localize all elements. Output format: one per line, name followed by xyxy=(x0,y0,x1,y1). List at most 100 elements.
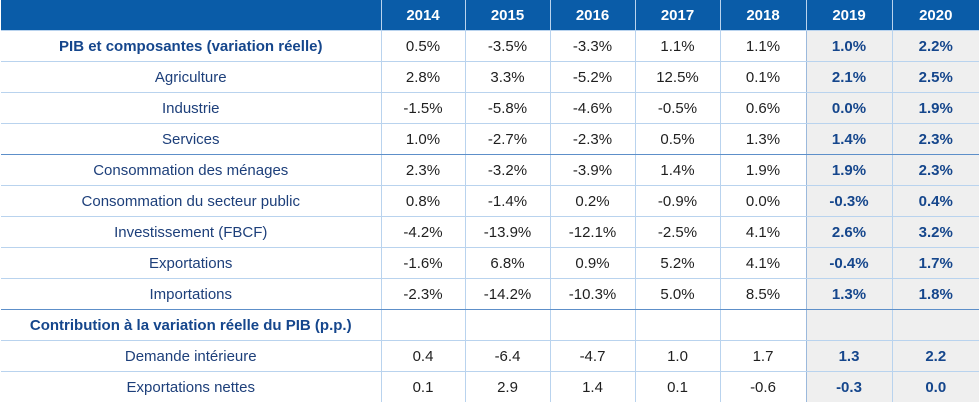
forecast-value-cell: 1.4% xyxy=(805,123,892,155)
value-cell: 0.1 xyxy=(380,371,465,402)
value-cell: -12.1% xyxy=(549,216,635,248)
value-cell: -1.6% xyxy=(380,247,465,279)
table-row: Consommation des ménages 2.3% -3.2% -3.9% 1.… xyxy=(1,154,979,186)
value-cell: 0.6% xyxy=(719,92,806,124)
forecast-value-cell: 2.3% xyxy=(891,154,979,186)
value-cell: -2.3% xyxy=(380,278,465,310)
table-row: Agriculture 2.8% 3.3% -5.2% 12.5% 0.1% 2.1% 2.5… xyxy=(1,61,979,93)
forecast-value-cell: 1.9% xyxy=(891,92,979,124)
value-cell: 3.3% xyxy=(464,61,550,93)
value-cell: -1.4% xyxy=(464,185,550,217)
value-cell: 0.9% xyxy=(549,247,635,279)
forecast-value-cell: 2.2% xyxy=(891,30,979,62)
forecast-value-cell: -0.3% xyxy=(805,185,892,217)
value-cell: 1.9% xyxy=(719,154,806,186)
value-cell: -0.5% xyxy=(634,92,720,124)
year-header: 2017 xyxy=(634,0,720,31)
value-cell xyxy=(464,309,550,341)
forecast-value-cell: 1.7% xyxy=(891,247,979,279)
value-cell: 0.0% xyxy=(719,185,806,217)
value-cell: 6.8% xyxy=(464,247,550,279)
table-row: Investissement (FBCF) -4.2% -13.9% -12.1% -2… xyxy=(1,216,979,248)
value-cell xyxy=(634,309,720,341)
value-cell: 2.8% xyxy=(380,61,465,93)
forecast-value-cell xyxy=(805,309,892,341)
value-cell: 0.5% xyxy=(634,123,720,155)
year-header: 2018 xyxy=(719,0,806,31)
table-row: Exportations -1.6% 6.8% 0.9% 5.2% 4.1% -0.4% 1.… xyxy=(1,247,979,279)
value-cell: 0.2% xyxy=(549,185,635,217)
section-label: Contribution à la variation réelle du PI… xyxy=(1,309,381,341)
year-header: 2020 xyxy=(891,0,979,31)
value-cell: -6.4 xyxy=(464,340,550,372)
forecast-value-cell: 1.9% xyxy=(805,154,892,186)
value-cell: 1.3% xyxy=(719,123,806,155)
value-cell: 0.5% xyxy=(380,30,465,62)
table-body: PIB et composantes (variation réelle) 0.5… xyxy=(1,30,979,402)
value-cell: 1.4 xyxy=(549,371,635,402)
table-row: Industrie -1.5% -5.8% -4.6% -0.5% 0.6% 0.0% 1.9… xyxy=(1,92,979,124)
value-cell: 1.0 xyxy=(634,340,720,372)
value-cell: -2.5% xyxy=(634,216,720,248)
value-cell: -14.2% xyxy=(464,278,550,310)
value-cell: 1.0% xyxy=(380,123,465,155)
year-header: 2019 xyxy=(805,0,892,31)
header-row: 2014 2015 2016 2017 2018 2019 2020 xyxy=(1,0,979,31)
value-cell xyxy=(380,309,465,341)
value-cell: 5.0% xyxy=(634,278,720,310)
forecast-value-cell: 1.0% xyxy=(805,30,892,62)
value-cell: 2.3% xyxy=(380,154,465,186)
value-cell: -13.9% xyxy=(464,216,550,248)
value-cell: -3.5% xyxy=(464,30,550,62)
value-cell: -4.2% xyxy=(380,216,465,248)
row-label: Agriculture xyxy=(1,61,381,93)
forecast-value-cell: 3.2% xyxy=(891,216,979,248)
row-label: Demande intérieure xyxy=(1,340,381,372)
value-cell: -2.3% xyxy=(549,123,635,155)
row-label: Services xyxy=(1,123,381,155)
value-cell: 5.2% xyxy=(634,247,720,279)
row-label: Industrie xyxy=(1,92,381,124)
value-cell: -3.3% xyxy=(549,30,635,62)
value-cell: -3.9% xyxy=(549,154,635,186)
value-cell: 8.5% xyxy=(719,278,806,310)
header-corner-cell xyxy=(1,0,381,31)
value-cell: -2.7% xyxy=(464,123,550,155)
value-cell: -10.3% xyxy=(549,278,635,310)
value-cell: -0.6 xyxy=(719,371,806,402)
table-row: Exportations nettes 0.1 2.9 1.4 0.1 -0.6 -0.3 0… xyxy=(1,371,979,402)
forecast-value-cell: 0.4% xyxy=(891,185,979,217)
table-row: Demande intérieure 0.4 -6.4 -4.7 1.0 1.7 1.3 2.… xyxy=(1,340,979,372)
value-cell: 1.1% xyxy=(634,30,720,62)
forecast-value-cell: 1.3 xyxy=(805,340,892,372)
table-section-row: Contribution à la variation réelle du PI… xyxy=(1,309,979,341)
forecast-value-cell: -0.4% xyxy=(805,247,892,279)
value-cell: -4.6% xyxy=(549,92,635,124)
value-cell: -5.8% xyxy=(464,92,550,124)
value-cell: 0.1% xyxy=(719,61,806,93)
value-cell: 4.1% xyxy=(719,247,806,279)
value-cell: -1.5% xyxy=(380,92,465,124)
year-header: 2014 xyxy=(380,0,465,31)
value-cell xyxy=(549,309,635,341)
forecast-value-cell: 0.0% xyxy=(805,92,892,124)
row-label: Importations xyxy=(1,278,381,310)
table-row: Consommation du secteur public 0.8% -1.4% 0… xyxy=(1,185,979,217)
value-cell: 0.1 xyxy=(634,371,720,402)
row-label: Exportations nettes xyxy=(126,378,255,396)
row-label: Exportations xyxy=(1,247,381,279)
row-label: Consommation des ménages xyxy=(1,154,381,186)
forecast-value-cell: 2.1% xyxy=(805,61,892,93)
year-header: 2015 xyxy=(464,0,550,31)
table-row: Services 1.0% -2.7% -2.3% 0.5% 1.3% 1.4% 2.3% xyxy=(1,123,979,155)
year-header: 2016 xyxy=(549,0,635,31)
section-label: PIB et composantes (variation réelle) xyxy=(1,30,381,62)
value-cell: -3.2% xyxy=(464,154,550,186)
forecast-value-cell: 2.2 xyxy=(891,340,979,372)
value-cell: 0.8% xyxy=(380,185,465,217)
value-cell xyxy=(719,309,806,341)
table-row: Importations -2.3% -14.2% -10.3% 5.0% 8.5% 1.3… xyxy=(1,278,979,310)
value-cell: -4.7 xyxy=(549,340,635,372)
row-label: Consommation du secteur public xyxy=(1,185,381,217)
